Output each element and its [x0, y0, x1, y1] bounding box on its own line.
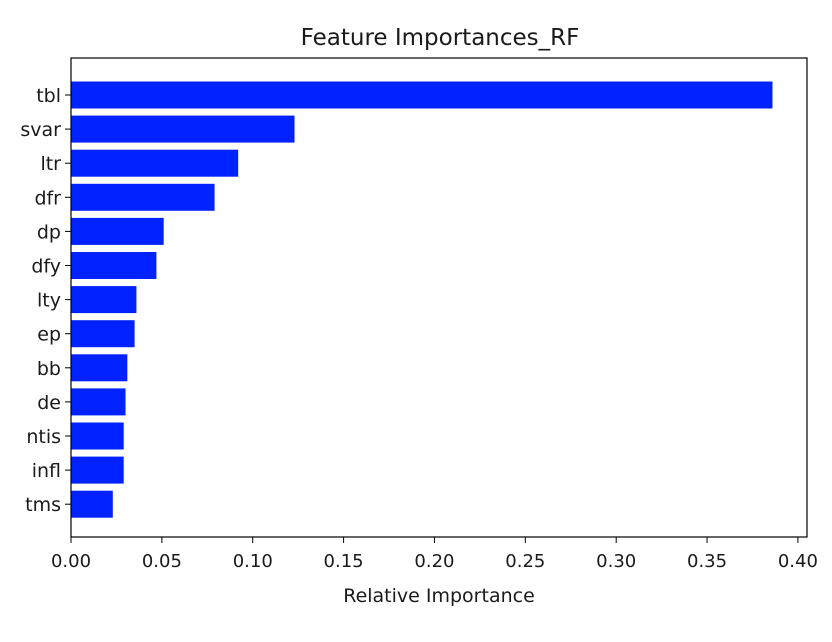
y-tick-label-dfy: dfy	[31, 256, 61, 278]
x-tick-label: 0.10	[233, 551, 273, 572]
y-tick-label-de: de	[37, 392, 61, 414]
y-tick-label-ntis: ntis	[26, 426, 61, 448]
bar-infl	[71, 456, 124, 484]
bar-de	[71, 388, 126, 416]
x-tick-label: 0.05	[142, 551, 182, 572]
bar-tms	[71, 490, 113, 518]
y-tick-label-tms: tms	[25, 494, 61, 516]
x-tick-label: 0.35	[687, 551, 727, 572]
y-tick-label-tbl: tbl	[36, 85, 61, 107]
bar-ep	[71, 320, 135, 348]
x-tick-label: 0.40	[778, 551, 818, 572]
plot-frame	[70, 57, 808, 538]
bar-dp	[71, 217, 164, 245]
y-tick-label-ltr: ltr	[40, 153, 61, 175]
bar-bb	[71, 354, 128, 382]
y-tick-label-dfr: dfr	[34, 187, 61, 209]
bars-layer	[71, 81, 773, 518]
bar-tbl	[71, 81, 773, 109]
y-tick-label-dp: dp	[37, 221, 61, 243]
bar-ltr	[71, 149, 239, 177]
bar-dfr	[71, 183, 215, 211]
y-tick-labels: tbl svar ltr dfr dp dfy lty ep bb de ntis infl tms	[20, 85, 71, 516]
chart-title: Feature Importances_RF	[301, 25, 580, 51]
x-tick-label: 0.00	[51, 551, 91, 572]
bar-lty	[71, 286, 137, 314]
x-tick-label: 0.15	[324, 551, 364, 572]
y-tick-label-ep: ep	[37, 324, 61, 346]
y-tick-label-lty: lty	[37, 290, 61, 312]
x-tick-label: 0.25	[505, 551, 545, 572]
x-tick-label: 0.30	[596, 551, 636, 572]
bar-ntis	[71, 422, 124, 450]
x-axis: 0.00 0.05 0.10 0.15 0.20 0.25 0.30 0.35 0.40	[51, 537, 818, 572]
y-tick-label-bb: bb	[37, 358, 61, 380]
bar-svar	[71, 115, 295, 143]
y-tick-label-svar: svar	[20, 119, 61, 141]
y-tick-label-infl: infl	[32, 460, 61, 482]
bar-dfy	[71, 252, 157, 279]
x-tick-label: 0.20	[414, 551, 454, 572]
x-axis-label: Relative Importance	[343, 585, 535, 607]
